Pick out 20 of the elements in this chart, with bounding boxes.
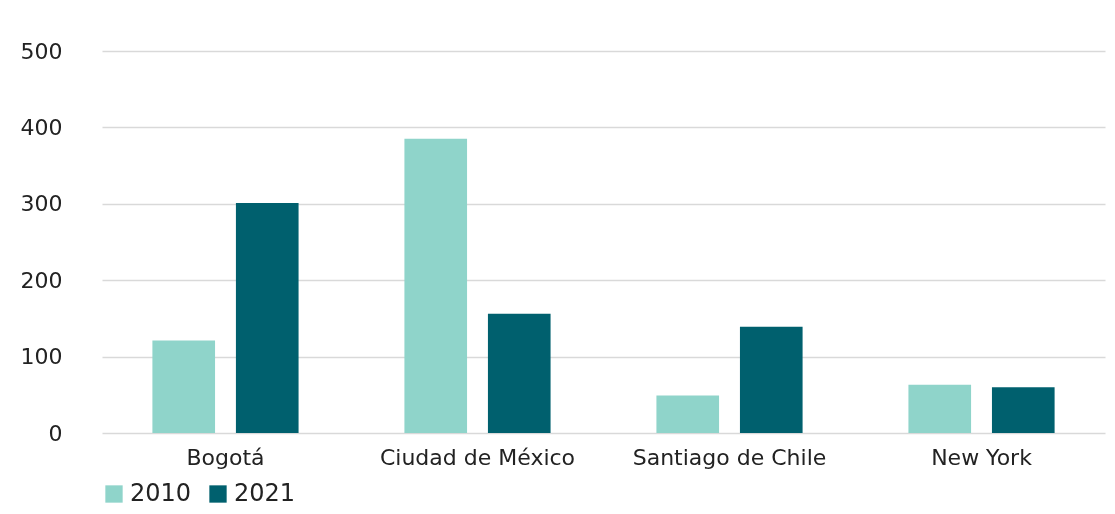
y-tick-label: 0 [48, 420, 63, 446]
bar [739, 326, 803, 433]
x-tick-label: New York [931, 444, 1033, 470]
y-tick-label: 500 [20, 38, 63, 64]
x-tick-label: Bogotá [186, 444, 265, 470]
y-tick-label: 400 [20, 114, 63, 140]
bar [404, 138, 468, 433]
legend-label: 2021 [234, 479, 296, 507]
bar [487, 313, 551, 433]
legend-label: 2010 [130, 479, 192, 507]
bar [908, 384, 972, 433]
bar [991, 387, 1055, 433]
y-tick-label: 200 [20, 267, 63, 293]
x-tick-label: Santiago de Chile [632, 444, 827, 470]
bar [656, 395, 720, 433]
bar [235, 203, 299, 433]
y-tick-label: 300 [20, 191, 63, 217]
x-tick-label: Ciudad de México [379, 444, 576, 470]
bar [152, 340, 216, 433]
y-tick-label: 100 [20, 344, 63, 370]
